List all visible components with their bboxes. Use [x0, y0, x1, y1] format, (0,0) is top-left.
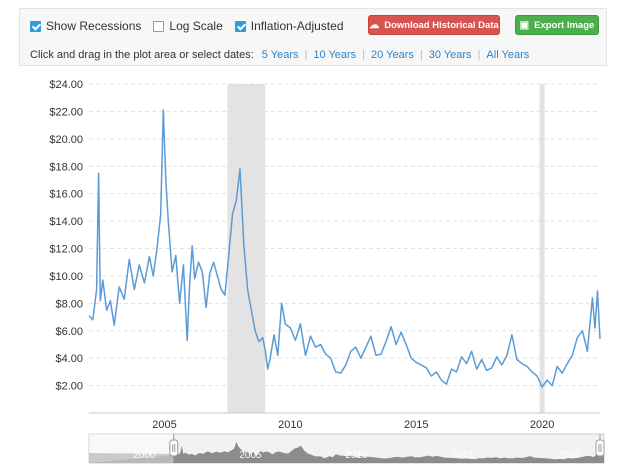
navigator-series-area: [89, 453, 174, 463]
y-tick-label: $10.00: [49, 271, 83, 283]
range-all-years-link[interactable]: All Years: [486, 49, 530, 61]
y-tick-label: $16.00: [49, 189, 83, 201]
navigator-label: 2010: [345, 450, 368, 461]
y-tick-label: $24.00: [49, 79, 83, 91]
navigator-label: 2005: [239, 450, 262, 461]
range-10-years-link[interactable]: 10 Years: [313, 49, 357, 61]
show-recessions-checkbox[interactable]: [30, 20, 41, 32]
x-tick-label: 2005: [152, 419, 176, 431]
y-tick-label: $8.00: [55, 298, 83, 310]
handle-grip: [595, 439, 605, 457]
y-tick-label: $20.00: [49, 134, 83, 146]
navigator-series-area: [89, 441, 604, 463]
show-recessions-option[interactable]: Show Recessions: [30, 19, 141, 33]
x-tick-label: 2010: [278, 419, 302, 431]
export-button-label: Export Image: [534, 19, 595, 31]
handle-grip: [169, 439, 179, 457]
inflation-adjusted-option[interactable]: Inflation-Adjusted: [234, 19, 344, 33]
options-row: Show Recessions Log Scale Inflation-Adju…: [30, 17, 356, 35]
x-tick-label: 2015: [404, 419, 428, 431]
range-separator: |: [304, 49, 308, 61]
cloud-download-icon: ☁: [369, 19, 380, 31]
export-image-button[interactable]: ▣ Export Image: [515, 15, 599, 35]
show-recessions-label: Show Recessions: [46, 19, 142, 33]
navigator-mask: [89, 434, 174, 463]
navigator-label: 2000: [133, 450, 156, 461]
chart-controls: Show Recessions Log Scale Inflation-Adju…: [19, 8, 607, 66]
x-tick-label: 2020: [530, 419, 554, 431]
navigator-right-handle[interactable]: [595, 434, 605, 463]
range-prompt: Click and drag in the plot area or selec…: [30, 49, 254, 61]
recession-band: [539, 84, 545, 413]
y-tick-label: $14.00: [49, 216, 83, 228]
y-tick-label: $6.00: [55, 326, 83, 338]
navigator-label: 2015: [451, 450, 474, 461]
inflation-adjusted-label: Inflation-Adjusted: [250, 19, 344, 33]
y-tick-label: $18.00: [49, 161, 83, 173]
range-30-years-link[interactable]: 30 Years: [428, 49, 472, 61]
navigator-left-handle[interactable]: [169, 434, 179, 463]
image-icon: ▣: [519, 19, 530, 31]
inflation-adjusted-checkbox[interactable]: [234, 20, 246, 32]
log-scale-checkbox[interactable]: [153, 20, 165, 32]
log-scale-label: Log Scale: [169, 19, 223, 33]
date-range-row: Click and drag in the plot area or selec…: [30, 49, 529, 61]
range-separator: |: [362, 49, 366, 61]
series-line: [88, 109, 601, 388]
range-5-years-link[interactable]: 5 Years: [261, 49, 299, 61]
log-scale-option[interactable]: Log Scale: [153, 19, 223, 33]
y-tick-label: $12.00: [49, 244, 83, 256]
download-button-label: Download Historical Data: [384, 19, 499, 31]
range-separator: |: [477, 49, 481, 61]
download-historical-data-button[interactable]: ☁ Download Historical Data: [368, 15, 500, 35]
range-separator: |: [419, 49, 423, 61]
y-tick-label: $2.00: [55, 381, 83, 393]
y-tick-label: $4.00: [55, 353, 83, 365]
navigator-label: 2020: [557, 450, 580, 461]
y-tick-label: $22.00: [49, 106, 83, 118]
range-20-years-link[interactable]: 20 Years: [371, 49, 414, 61]
